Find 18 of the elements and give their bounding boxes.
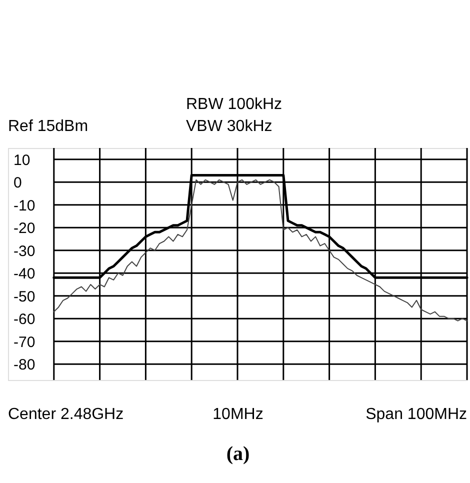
text: Center 2.48GHz (8, 406, 124, 423)
y-tick-label: 10 (14, 152, 30, 169)
text: Ref 15dBm (8, 118, 88, 135)
text: (a) (226, 443, 250, 465)
y-tick-label: -20 (14, 220, 36, 238)
y-tick-label: -60 (14, 311, 36, 328)
line-series (53, 179, 468, 322)
text: Span 100MHz (366, 406, 467, 423)
y-tick-label: -80 (14, 356, 36, 374)
y-tick-label: -30 (14, 242, 36, 260)
text: 10MHz (212, 406, 264, 423)
y-tick-label: -50 (14, 288, 36, 306)
y-tick-label: 0 (14, 174, 22, 192)
y-tick-label: -70 (14, 334, 36, 351)
text: RBW 100kHz (186, 96, 282, 113)
text: VBW 30kHz (186, 118, 272, 135)
y-tick-label: -40 (14, 266, 36, 283)
y-tick-label: -10 (14, 197, 36, 214)
